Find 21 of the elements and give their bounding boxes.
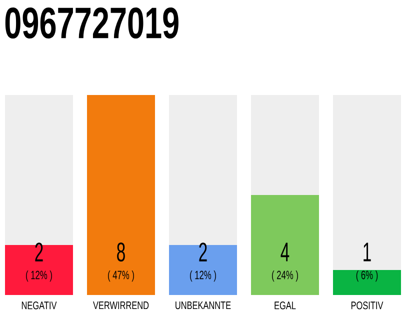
data-label: 4	[280, 242, 290, 262]
annotation: ( 12% )	[26, 270, 52, 282]
x-tick-label: UNBEKANNTE	[176, 302, 231, 310]
x-tick-label: VERWIRREND	[93, 302, 149, 310]
data-label: 2	[199, 242, 207, 262]
bar	[333, 270, 402, 295]
bar	[333, 95, 402, 270]
x-tick-label: EGAL	[274, 302, 296, 310]
annotation: ( 12% )	[190, 270, 216, 282]
data-label: 1	[364, 242, 371, 262]
annotation: ( 6% )	[356, 270, 378, 282]
x-tick-label: NEGATIV	[22, 302, 57, 310]
annotation: ( 47% )	[108, 270, 134, 282]
annotation: ( 24% )	[272, 270, 298, 282]
x-tick-label: POSITIV	[351, 302, 384, 310]
bar	[87, 95, 155, 295]
bar	[251, 195, 320, 295]
data-label: 2	[35, 242, 43, 262]
bar	[251, 95, 320, 195]
data-label: 8	[117, 242, 125, 262]
chart-title: 0967727019	[5, 7, 178, 39]
